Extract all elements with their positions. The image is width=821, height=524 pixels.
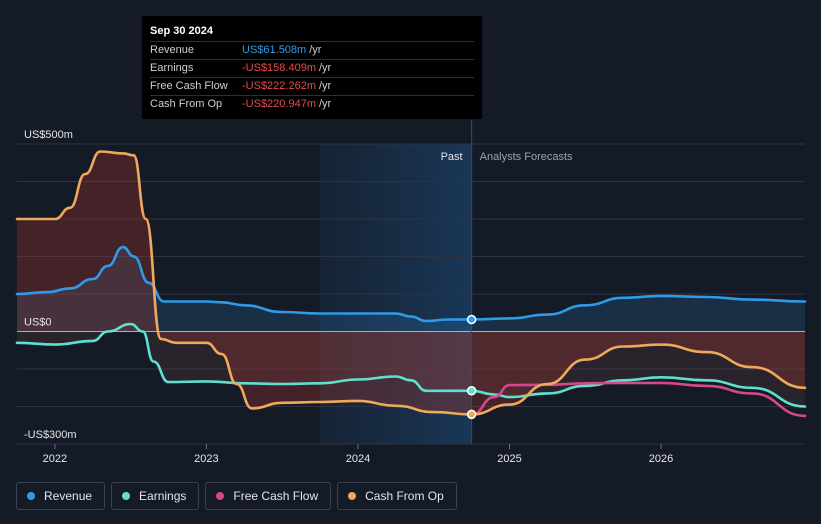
tooltip-label: Cash From Op [150, 98, 223, 110]
tooltip-value: -US$158.409m [242, 62, 316, 74]
series-line-earnings [15, 322, 807, 408]
legend-item-free-cash-flow[interactable]: Free Cash Flow [205, 482, 332, 510]
cash-from-op-dot-icon [348, 492, 357, 500]
legend: Revenue Earnings Free Cash Flow Cash Fro… [16, 482, 457, 512]
area-revenue [17, 247, 805, 332]
legend-item-cash-from-op[interactable]: Cash From Op [337, 482, 457, 510]
x-tick-label: 2023 [194, 453, 218, 465]
tooltip-label: Free Cash Flow [150, 80, 228, 92]
tooltip-unit: /yr [319, 62, 332, 74]
tooltip-unit: /yr [319, 98, 332, 110]
earnings-dot-icon [122, 492, 131, 500]
legend-label: Earnings [139, 489, 187, 503]
area-earnings [17, 324, 805, 407]
revenue-dot-icon [27, 492, 35, 500]
legend-item-revenue[interactable]: Revenue [16, 482, 106, 510]
legend-item-earnings[interactable]: Earnings [111, 482, 200, 510]
marker-revenue [466, 314, 477, 325]
tooltip-value: -US$220.947m [242, 98, 316, 110]
x-tick-label: 2022 [43, 453, 67, 465]
tooltip-row-revenue: Revenue US$61.508m /yr [150, 42, 474, 60]
marker-cash-from-op [466, 409, 477, 420]
tooltip-row-cash-from-op: Cash From Op -US$220.947m /yr [150, 96, 474, 113]
legend-label: Free Cash Flow [233, 489, 319, 503]
series-line-cash-from-op [15, 150, 807, 416]
tooltip-label: Earnings [150, 62, 194, 74]
y-tick-label: -US$300m [24, 429, 77, 441]
tooltip-row-earnings: Earnings -US$158.409m /yr [150, 60, 474, 78]
x-tick-label: 2025 [497, 453, 521, 465]
marker-earnings [466, 386, 477, 396]
y-tick-label: US$500m [24, 129, 73, 141]
tooltip-date: Sep 30 2024 [150, 24, 474, 42]
tooltip-unit: /yr [319, 80, 332, 92]
tooltip: Sep 30 2024 Revenue US$61.508m /yr Earni… [142, 16, 482, 119]
series-line-free-cash-flow [470, 381, 807, 418]
series-line-revenue [15, 245, 807, 323]
legend-label: Cash From Op [365, 489, 444, 503]
x-tick-label: 2026 [649, 453, 673, 465]
tooltip-row-free-cash-flow: Free Cash Flow -US$222.262m /yr [150, 78, 474, 96]
tooltip-label: Revenue [150, 44, 195, 56]
past-label: Past [441, 151, 463, 163]
y-tick-label: US$0 [24, 317, 52, 329]
area-cash-from-op [17, 151, 805, 415]
forecast-label: Analysts Forecasts [480, 151, 573, 163]
tooltip-value: -US$222.262m [242, 80, 316, 92]
tooltip-value: US$61.508m [242, 44, 307, 56]
x-tick-label: 2024 [346, 453, 370, 465]
tooltip-unit: /yr [309, 44, 322, 56]
free-cash-flow-dot-icon [216, 492, 225, 500]
legend-label: Revenue [44, 489, 93, 503]
